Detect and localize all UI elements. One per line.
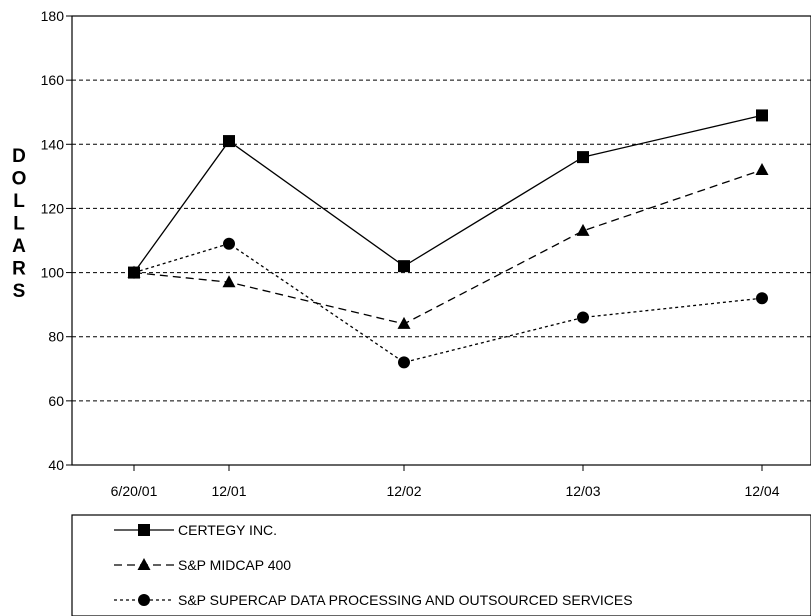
data-point-circle (577, 311, 589, 324)
data-point-circle (128, 266, 140, 279)
x-tick-label: 12/04 (744, 483, 779, 499)
data-point-square (223, 135, 235, 148)
plot-area-frame (71, 15, 811, 466)
legend-box (71, 514, 811, 616)
data-point-square (577, 151, 589, 164)
data-point-circle (756, 292, 768, 305)
y-axis-label-letter: O (12, 169, 27, 190)
data-point-square (398, 260, 410, 273)
data-point-square (756, 109, 768, 122)
legend-marker-triangle (137, 558, 151, 570)
legend-label-3: S&P SUPERCAP DATA PROCESSING AND OUTSOUR… (178, 592, 633, 608)
y-axis-ticks: 40 60 80 100 120 140 160 180 (41, 8, 72, 473)
data-point-triangle (576, 223, 590, 236)
data-point-triangle (222, 275, 236, 288)
series-lines (127, 109, 769, 369)
data-point-triangle (755, 162, 769, 175)
y-tick-label: 140 (41, 136, 65, 152)
y-axis-label-letter: S (13, 281, 26, 302)
legend-label-2: S&P MIDCAP 400 (178, 557, 291, 573)
y-axis-label-letter: L (13, 191, 25, 212)
series-line-3 (133, 242, 763, 364)
y-tick-label: 40 (48, 457, 64, 473)
data-point-triangle (397, 316, 411, 329)
x-axis-ticks: 6/20/01 12/01 12/02 12/03 12/04 (111, 465, 780, 499)
x-tick-label: 6/20/01 (111, 483, 158, 499)
data-point-circle (223, 237, 235, 250)
y-axis-label-letter: R (12, 259, 26, 280)
y-tick-label: 60 (48, 393, 64, 409)
x-tick-label: 12/03 (565, 483, 600, 499)
legend-label-1: CERTEGY INC. (178, 522, 277, 538)
y-tick-label: 120 (41, 200, 65, 216)
x-tick-label: 12/02 (386, 483, 421, 499)
y-axis-label-letter: D (12, 146, 26, 167)
legend: CERTEGY INC. S&P MIDCAP 400 S&P SUPERCAP D… (114, 522, 633, 608)
y-tick-label: 160 (41, 72, 65, 88)
data-point-circle (398, 356, 410, 369)
legend-marker-square (138, 524, 150, 536)
y-tick-label: 180 (41, 8, 65, 24)
y-tick-label: 80 (48, 329, 64, 345)
x-tick-label: 12/01 (211, 483, 246, 499)
y-axis-label-letter: L (13, 214, 25, 235)
legend-marker-circle (138, 594, 150, 606)
y-tick-label: 100 (41, 265, 65, 281)
y-axis-label-letter: A (12, 236, 26, 257)
